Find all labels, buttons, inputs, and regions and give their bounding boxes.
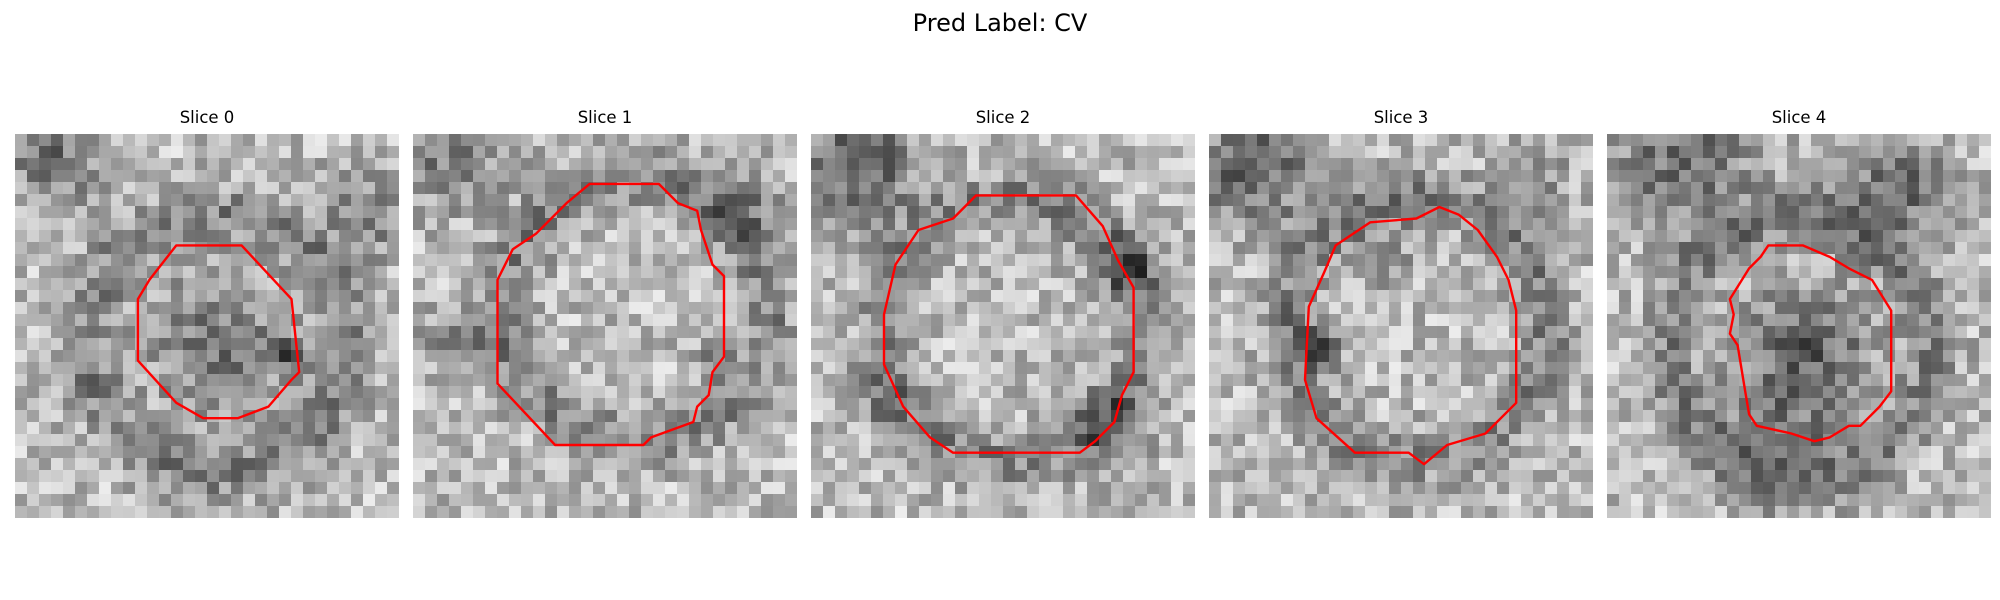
- slice-image: [1607, 134, 1991, 518]
- slice-panel-2: Slice 2: [811, 108, 1195, 518]
- slice-title: Slice 3: [1373, 108, 1429, 127]
- slice-image: [413, 134, 797, 518]
- figure-title: Pred Label: CV: [912, 9, 1088, 37]
- slice-panel-1: Slice 1: [413, 108, 797, 518]
- slice-panel-0: Slice 0: [15, 108, 399, 518]
- pixel-grid: [413, 134, 797, 518]
- pixel-grid: [811, 134, 1195, 518]
- slice-title: Slice 4: [1771, 108, 1827, 127]
- pixel-grid: [1607, 134, 1991, 518]
- slice-panel-3: Slice 3: [1209, 108, 1593, 518]
- pixel-grid: [15, 134, 399, 518]
- segmentation-contour: [496, 182, 726, 447]
- segmentation-contour: [882, 194, 1135, 454]
- slice-title: Slice 1: [577, 108, 633, 127]
- segmentation-contour: [1728, 244, 1893, 443]
- slice-image: [15, 134, 399, 518]
- slice-image: [1209, 134, 1593, 518]
- slice-title: Slice 2: [975, 108, 1031, 127]
- slice-panel-4: Slice 4: [1607, 108, 1991, 518]
- segmentation-contour: [1303, 205, 1518, 466]
- slice-image: [811, 134, 1195, 518]
- slice-title: Slice 0: [179, 108, 235, 127]
- pixel-grid: [1209, 134, 1593, 518]
- segmentation-contour: [136, 244, 301, 420]
